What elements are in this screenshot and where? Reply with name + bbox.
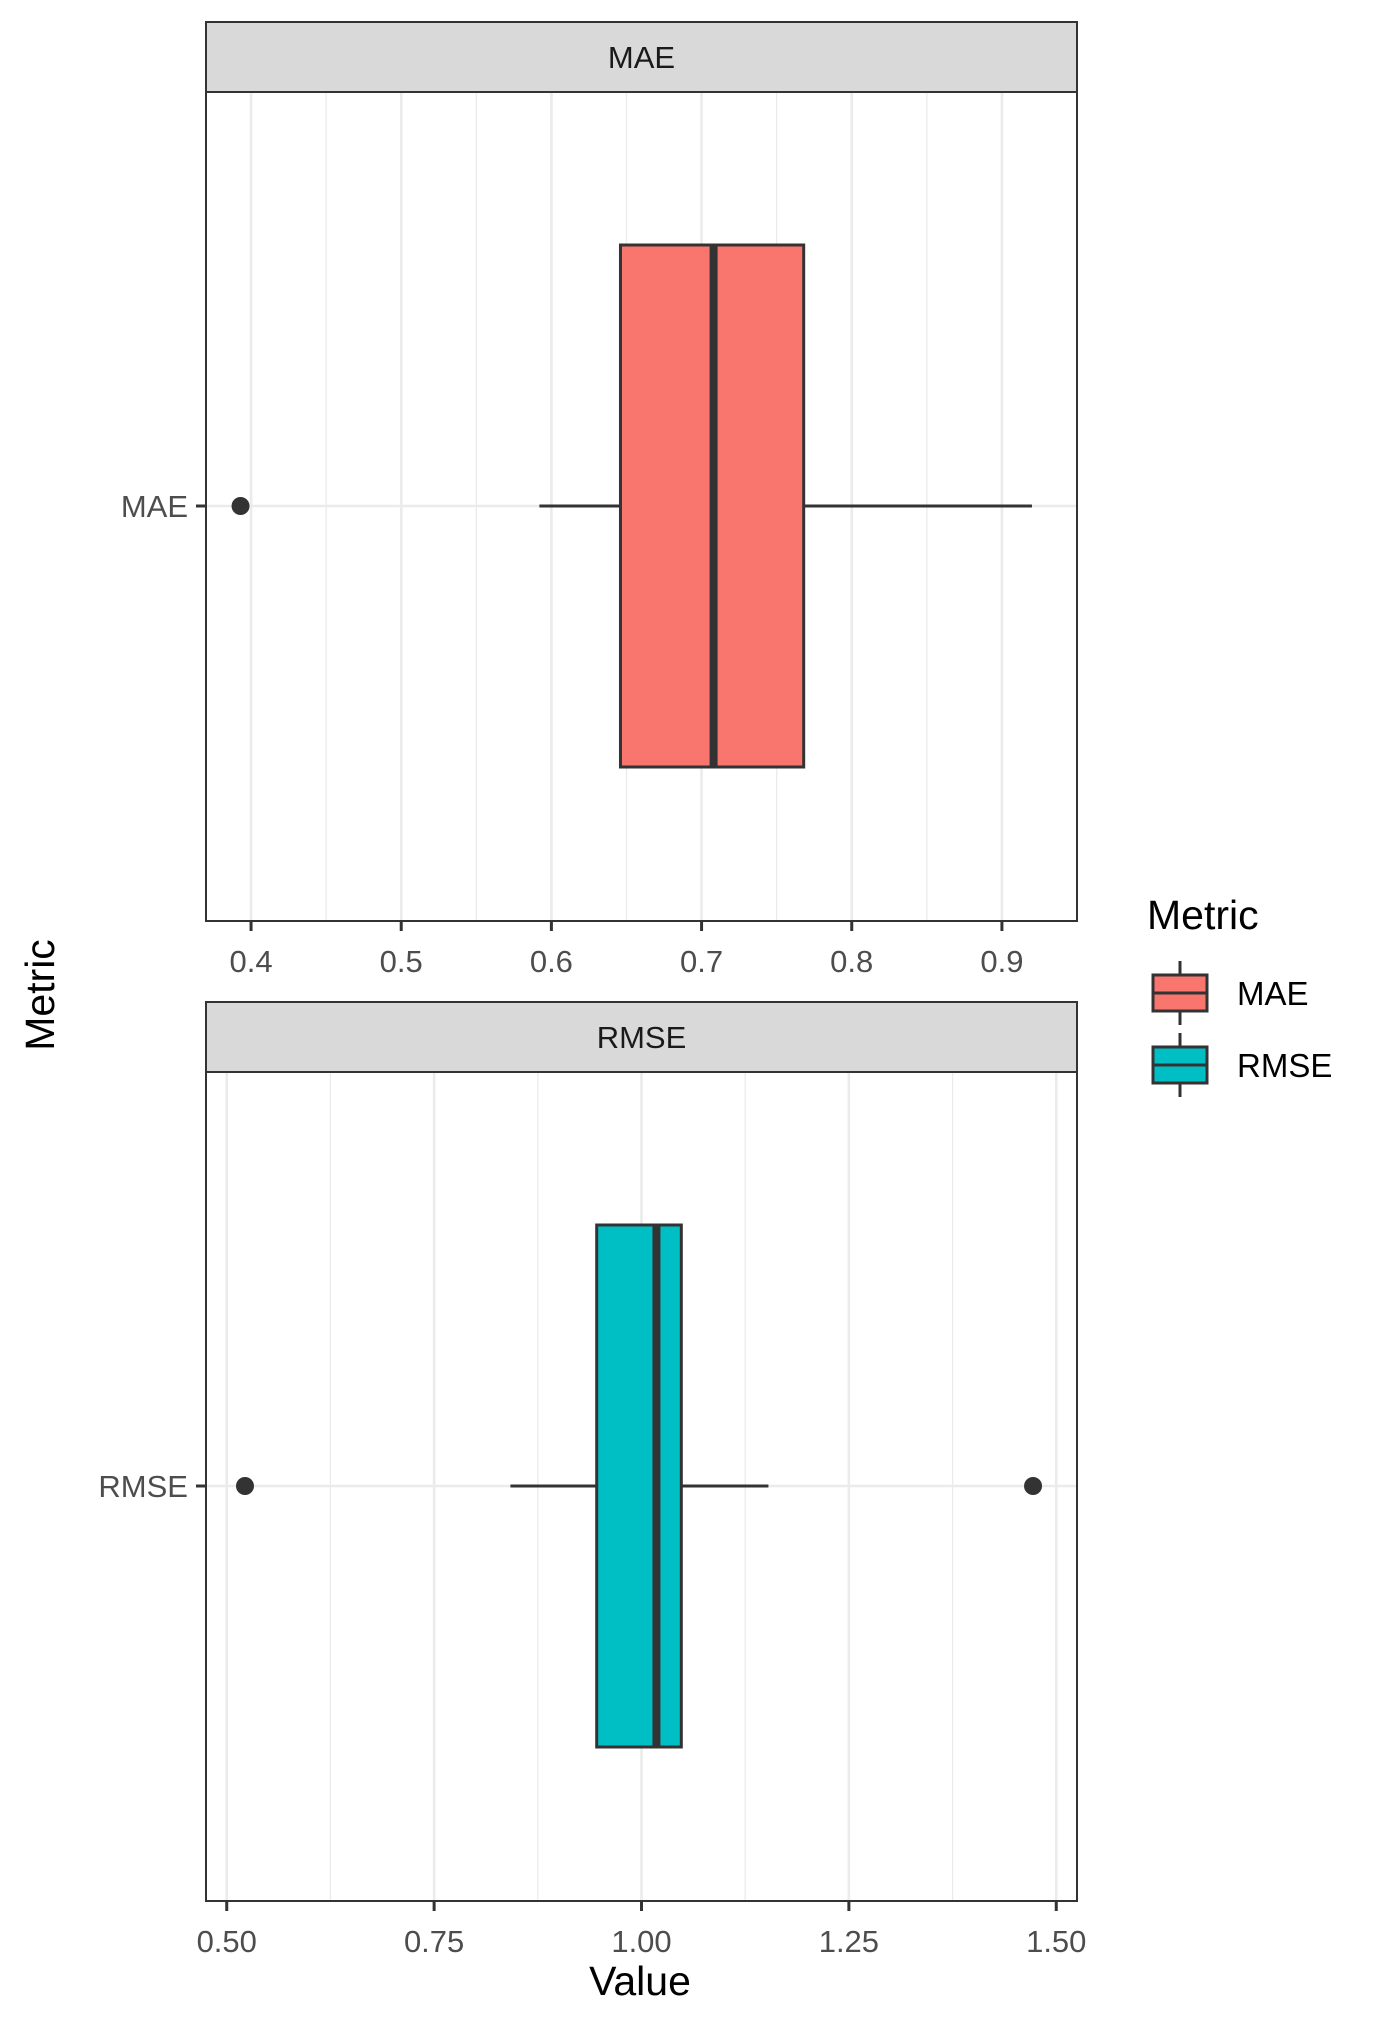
legend-label-rmse: RMSE — [1237, 1047, 1332, 1084]
outlier-point — [235, 1477, 254, 1495]
x-tick-label: 0.6 — [530, 944, 573, 979]
x-axis-title: Value — [589, 1958, 691, 2004]
panels: MAE MAE 0.4 0.5 0.6 0.7 0.8 0.9 RMSE RMSE 0.50 0.75… — [98, 21, 1086, 1959]
x-tick-label: 1.25 — [819, 1924, 879, 1959]
x-tick-label: 0.8 — [830, 944, 873, 979]
x-tick-label: 1.50 — [1026, 1924, 1086, 1959]
legend-title: Metric — [1147, 892, 1259, 938]
panel-mae: MAE MAE 0.4 0.5 0.6 0.7 0.8 0.9 — [121, 21, 1078, 979]
legend: Metric MAE RMSE — [1147, 892, 1332, 1097]
x-tick-label: 0.75 — [404, 1924, 464, 1959]
outlier-point — [1024, 1477, 1043, 1495]
strip-label-rmse: RMSE — [597, 1020, 687, 1055]
y-tick-label: RMSE — [98, 1469, 188, 1504]
x-tick-label: 0.50 — [197, 1924, 257, 1959]
legend-label-mae: MAE — [1237, 975, 1309, 1012]
strip-background — [205, 21, 1078, 93]
box-rmse — [595, 1223, 683, 1749]
strip-background — [205, 1001, 1078, 1073]
x-tick-label: 0.5 — [380, 944, 423, 979]
x-tick-label: 0.7 — [680, 944, 723, 979]
y-axis-title: Metric — [17, 939, 63, 1051]
legend-key-rmse — [1151, 1033, 1209, 1097]
strip-label-mae: MAE — [608, 40, 675, 75]
x-tick-label: 0.9 — [980, 944, 1023, 979]
x-tick-label: 0.4 — [229, 944, 272, 979]
panel-rmse: RMSE RMSE 0.50 0.75 1.00 1.25 1.50 — [98, 1001, 1086, 1959]
x-tick-label: 1.00 — [611, 1924, 671, 1959]
y-tick-label: MAE — [121, 489, 188, 524]
legend-key-mae — [1151, 961, 1209, 1025]
outlier-point — [231, 497, 250, 515]
